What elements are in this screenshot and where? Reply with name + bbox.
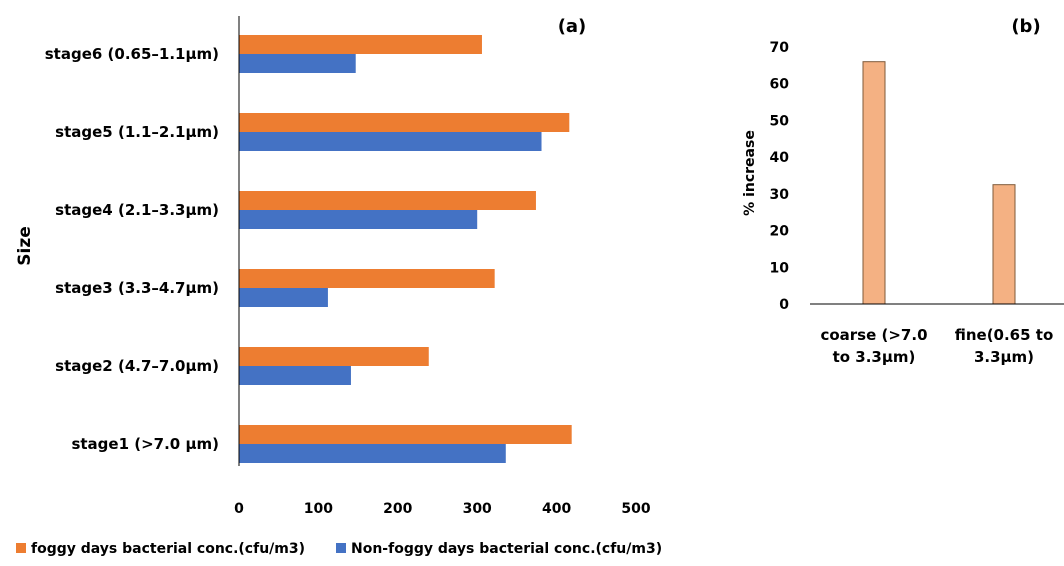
bar-a-non-foggy-1 [239, 54, 356, 73]
bar-a-non-foggy-3 [239, 210, 478, 229]
bar-b-coarse [862, 61, 886, 305]
category-label-a-2: stage5 (1.1–2.1µm) [55, 123, 219, 141]
category-label-a-3: stage4 (2.1–3.3µm) [55, 201, 219, 219]
legend-swatch-non-foggy [336, 543, 346, 553]
y-tick-label-b-20: 20 [770, 224, 790, 240]
x-tick-label-a-0: 0 [234, 501, 244, 517]
panel-a-label: (a) [558, 16, 587, 37]
panel-b-label: (b) [1011, 16, 1040, 37]
bar-a-foggy-2 [239, 113, 570, 132]
category-label-b-coarse-line-1: coarse (>7.0 [820, 326, 927, 344]
bar-a-foggy-5 [239, 347, 429, 366]
panel-b: (b) % increase 0 10 20 30 40 50 60 70 coarse (>… [742, 16, 1064, 366]
panel-a: (a) Size stage6 (0.65–1.1µm) stage5 (1.1–… [15, 16, 651, 517]
x-tick-label-a-200: 200 [383, 501, 412, 517]
y-tick-label-b-10: 10 [770, 260, 790, 276]
category-label-a-6: stage1 (>7.0 µm) [71, 435, 219, 453]
y-tick-label-b-60: 60 [770, 77, 790, 93]
y-tick-label-b-70: 70 [770, 40, 790, 56]
legend-swatch-foggy [16, 543, 26, 553]
legend: foggy days bacterial conc.(cfu/m3) Non-f… [16, 541, 662, 557]
panel-a-y-axis-title: Size [15, 226, 35, 266]
bar-a-foggy-1 [239, 35, 482, 54]
bar-a-non-foggy-4 [239, 288, 328, 307]
legend-label-foggy: foggy days bacterial conc.(cfu/m3) [31, 541, 305, 557]
y-tick-label-b-30: 30 [770, 187, 790, 203]
category-label-b-coarse-line-2: to 3.3µm) [833, 348, 916, 366]
y-tick-label-b-40: 40 [770, 150, 790, 166]
y-tick-label-b-0: 0 [779, 297, 789, 313]
y-tick-label-b-50: 50 [770, 113, 790, 129]
bar-b-fine [992, 184, 1016, 305]
x-tick-label-a-500: 500 [621, 501, 650, 517]
panel-b-y-axis-title: % increase [742, 130, 758, 216]
bar-a-non-foggy-2 [239, 132, 542, 151]
category-label-a-5: stage2 (4.7–7.0µm) [55, 357, 219, 375]
x-tick-label-a-100: 100 [304, 501, 333, 517]
bar-a-foggy-6 [239, 425, 572, 444]
bar-a-foggy-3 [239, 191, 536, 210]
x-tick-label-a-400: 400 [542, 501, 571, 517]
bar-a-foggy-4 [239, 269, 495, 288]
category-label-b-fine-line-1: fine(0.65 to [955, 326, 1054, 344]
category-label-a-1: stage6 (0.65–1.1µm) [45, 45, 219, 63]
bar-a-non-foggy-5 [239, 366, 351, 385]
bar-a-non-foggy-6 [239, 444, 506, 463]
category-label-a-4: stage3 (3.3–4.7µm) [55, 279, 219, 297]
category-label-b-fine-line-2: 3.3µm) [974, 348, 1034, 366]
legend-label-non-foggy: Non-foggy days bacterial conc.(cfu/m3) [351, 541, 662, 557]
x-tick-label-a-300: 300 [463, 501, 492, 517]
